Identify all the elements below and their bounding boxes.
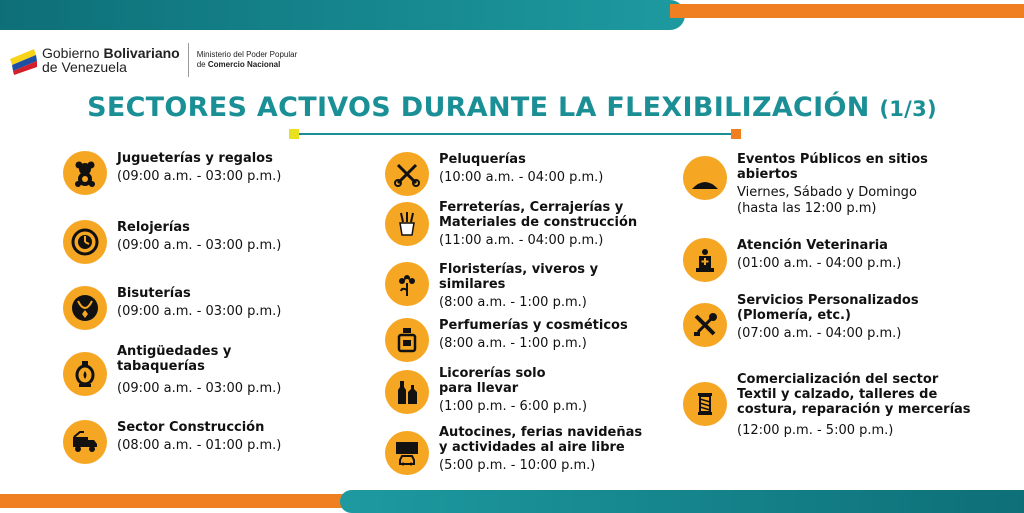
sector-item: Antigüedades y tabaquerías (09:00 a.m. -…: [63, 344, 281, 397]
bottom-banner: [0, 490, 1024, 513]
sector-item: Sector Construcción (08:00 a.m. - 01:00 …: [63, 420, 281, 464]
sector-item: Servicios Personalizados (Plomería, etc.…: [683, 293, 937, 347]
sector-item: Licorerías solo para llevar (1:00 p.m. -…: [385, 366, 587, 415]
sector-name: Sector Construcción: [117, 420, 265, 435]
sector-name: Jugueterías y regalos: [117, 151, 273, 166]
sector-hours: (8:00 a.m. - 1:00 p.m.): [439, 295, 587, 310]
sector-hours: (07:00 a.m. - 04:00 p.m.): [737, 326, 902, 341]
sector-hours: (01:00 a.m. - 04:00 p.m.): [737, 256, 902, 271]
sector-item: Ferreterías, Cerrajerías y Materiales de…: [385, 200, 654, 249]
thread-icon: [683, 382, 727, 426]
top-orange-bar: [670, 4, 1024, 18]
title-page-number: (1/3): [879, 97, 937, 121]
sector-name: Atención Veterinaria: [737, 238, 888, 253]
sector-hours: (11:00 a.m. - 04:00 p.m.): [439, 233, 604, 248]
divider-yellow-square: [289, 129, 299, 139]
scissors-comb-icon: [385, 152, 429, 196]
sector-hours: Viernes, Sábado y Domingo: [737, 185, 917, 200]
ministry-name: Ministerio del Poder Popular de Comercio…: [196, 50, 298, 69]
top-banner: [0, 0, 1024, 30]
sector-name: Bisuterías: [117, 286, 191, 301]
sector-name: Peluquerías: [439, 152, 526, 167]
bottom-teal-bar: [340, 490, 1024, 513]
sector-item: Relojerías (09:00 a.m. - 03:00 p.m.): [63, 220, 281, 264]
clock-icon: [63, 220, 107, 264]
divider-orange-square: [731, 129, 741, 139]
sector-name: Eventos Públicos en sitios abiertos: [737, 152, 928, 182]
teddy-bear-icon: [63, 151, 107, 195]
sector-hours: (8:00 a.m. - 1:00 p.m.): [439, 336, 587, 351]
truck-icon: [63, 420, 107, 464]
title-divider: [289, 129, 741, 139]
tools-icon: [683, 303, 727, 347]
sector-hours: (09:00 a.m. - 03:00 p.m.): [117, 304, 282, 319]
sector-hours: (09:00 a.m. - 03:00 p.m.): [117, 381, 282, 396]
logo-separator: [187, 43, 189, 77]
sector-name: Licorerías solo para llevar: [439, 366, 546, 396]
sector-item: Floristerías, viveros y similares (8:00 …: [385, 262, 614, 311]
bottom-orange-bar: [0, 494, 360, 508]
sector-hours: (10:00 a.m. - 04:00 p.m.): [439, 170, 604, 185]
sector-hours: (12:00 p.m. - 5:00 p.m.): [737, 423, 894, 438]
sector-name: Antigüedades y tabaquerías: [117, 344, 232, 374]
sector-hours: (08:00 a.m. - 01:00 p.m.): [117, 438, 282, 453]
sector-name: Ferreterías, Cerrajerías y Materiales de…: [439, 200, 638, 230]
flower-icon: [385, 262, 429, 306]
sector-item: Peluquerías (10:00 a.m. - 04:00 p.m.): [385, 152, 603, 196]
sector-name: Comercialización del sector Textil y cal…: [737, 372, 971, 417]
perfume-icon: [385, 318, 429, 362]
sector-item: Atención Veterinaria (01:00 a.m. - 04:00…: [683, 238, 901, 282]
title-main: SECTORES ACTIVOS DURANTE LA FLEXIBILIZAC…: [87, 92, 870, 123]
sector-item: Comercialización del sector Textil y cal…: [683, 372, 982, 439]
drive-in-icon: [385, 431, 429, 475]
top-teal-bar: [0, 0, 685, 30]
lantern-icon: [63, 352, 107, 396]
stage-icon: [683, 156, 727, 200]
sector-hours-note: (hasta las 12:00 p.m): [737, 201, 877, 216]
sector-hours: (09:00 a.m. - 03:00 p.m.): [117, 238, 282, 253]
government-logo: Gobierno Bolivariano de Venezuela Minist…: [8, 40, 297, 80]
sector-name: Perfumerías y cosméticos: [439, 318, 628, 333]
sector-item: Eventos Públicos en sitios abiertos Vier…: [683, 152, 942, 217]
sector-name: Floristerías, viveros y similares: [439, 262, 599, 292]
sector-hours: (5:00 p.m. - 10:00 p.m.): [439, 458, 596, 473]
government-name: Gobierno Bolivariano de Venezuela: [42, 45, 180, 75]
sector-item: Bisuterías (09:00 a.m. - 03:00 p.m.): [63, 286, 281, 330]
venezuela-flag-icon: [8, 45, 38, 75]
hardware-icon: [385, 202, 429, 246]
sector-item: Jugueterías y regalos (09:00 a.m. - 03:0…: [63, 151, 281, 195]
sector-item: Autocines, ferias navideñas y actividade…: [385, 425, 654, 475]
sector-name: Servicios Personalizados (Plomería, etc.…: [737, 293, 919, 323]
vet-icon: [683, 238, 727, 282]
bottles-icon: [385, 370, 429, 414]
sector-item: Perfumerías y cosméticos (8:00 a.m. - 1:…: [385, 318, 628, 362]
sector-hours: (1:00 p.m. - 6:00 p.m.): [439, 399, 588, 414]
page-title: SECTORES ACTIVOS DURANTE LA FLEXIBILIZAC…: [0, 92, 1024, 123]
sector-hours: (09:00 a.m. - 03:00 p.m.): [117, 169, 282, 184]
sector-name: Autocines, ferias navideñas y actividade…: [439, 425, 643, 455]
sector-name: Relojerías: [117, 220, 190, 235]
necklace-icon: [63, 286, 107, 330]
